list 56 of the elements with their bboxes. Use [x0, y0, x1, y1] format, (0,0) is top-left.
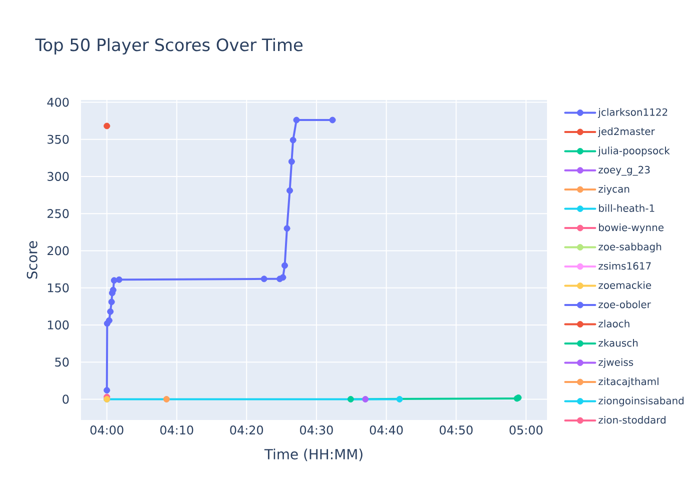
legend-label: zoe-oboler [598, 300, 651, 308]
point [260, 276, 268, 282]
legend-label: zitacajthaml [598, 377, 658, 388]
legend-label: zion-stoddard [598, 416, 666, 424]
x-tick-label: 04:40 [370, 426, 403, 435]
x-tick-label: 04:30 [300, 426, 333, 435]
point [362, 396, 369, 402]
y-axis-title: Score [26, 241, 38, 279]
point [104, 122, 110, 130]
point [116, 276, 122, 283]
legend-label: zoemackie [598, 281, 652, 289]
point [110, 286, 116, 294]
legend-label: zoe-sabbagh [598, 242, 662, 252]
legend-label: ziycan [598, 184, 630, 195]
legend-label: zjweiss [598, 358, 634, 368]
point [396, 396, 403, 402]
legend-label: bill-heath-1 [599, 204, 654, 212]
legend-label: zsims1617 [598, 262, 651, 270]
point [280, 274, 286, 281]
x-tick-label: 04:20 [230, 426, 264, 435]
point [108, 298, 115, 306]
point [284, 225, 290, 232]
point [107, 308, 114, 315]
chart-title: Top 50 Player Scores Over Time [35, 38, 303, 55]
x-tick-label: 04:00 [90, 426, 124, 435]
x-tick-label: 04:10 [160, 426, 194, 435]
point [281, 262, 288, 269]
y-tick-label: 0 [62, 394, 69, 404]
y-tick-label: 400 [47, 98, 69, 107]
y-tick-label: 300 [48, 172, 69, 181]
point [290, 136, 296, 144]
legend-label: zoey_g_23 [598, 166, 650, 176]
legend-label: ziongoinsisaband [598, 396, 684, 406]
point [329, 116, 336, 124]
point [104, 387, 110, 394]
x-tick-label: 05:00 [510, 426, 542, 435]
legend-label: jclarkson1122 [598, 108, 668, 118]
point [288, 158, 295, 165]
y-tick-label: 350 [48, 134, 69, 144]
legend-label: julia-poopsock [598, 146, 670, 156]
legend-label: jed2master [598, 127, 655, 138]
point [163, 396, 170, 402]
y-tick-label: 200 [48, 246, 69, 256]
y-tick-label: 150 [48, 283, 69, 292]
x-axis-title: Time (HH:MM) [264, 448, 362, 462]
y-tick-label: 250 [48, 209, 69, 218]
point [106, 317, 112, 324]
y-tick-label: 100 [48, 320, 69, 330]
point [347, 396, 354, 402]
legend-label: bowie-wynne [599, 223, 664, 234]
x-tick-label: 04:50 [440, 426, 473, 435]
y-tick-label: 50 [55, 358, 69, 367]
point [293, 116, 300, 124]
point [286, 187, 294, 194]
legend-label: zlaoch [598, 320, 630, 328]
legend-label: zkausch [598, 338, 638, 347]
